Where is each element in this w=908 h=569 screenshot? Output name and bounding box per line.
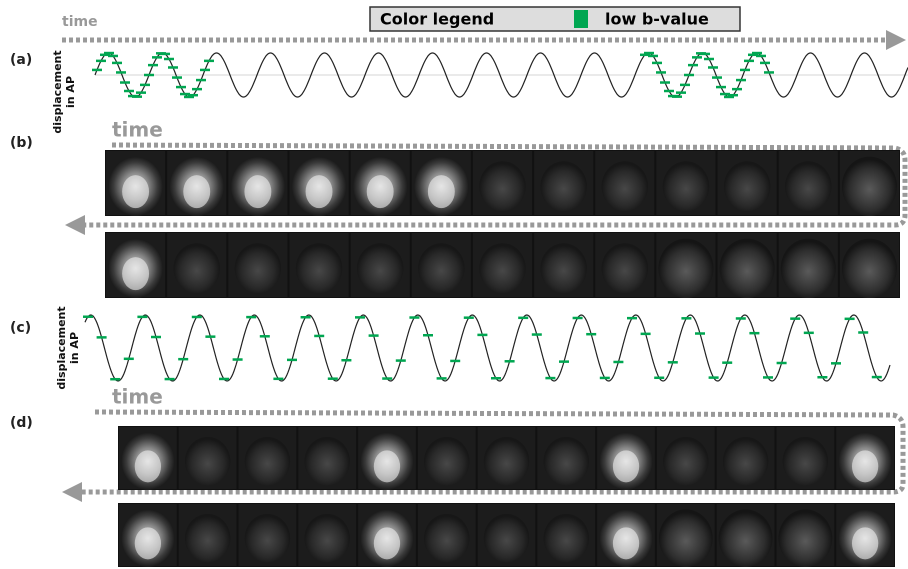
y-label-line: in AP: [68, 332, 81, 364]
motion-curve: [85, 315, 890, 381]
anatomy: [135, 450, 161, 482]
anatomy: [374, 450, 400, 482]
y-label: displacement in AP: [51, 50, 77, 133]
anatomy: [540, 243, 586, 293]
anatomy: [484, 437, 529, 486]
y-label-line: displacement: [51, 50, 64, 133]
anatomy: [235, 243, 281, 293]
anatomy: [183, 175, 210, 208]
anatomy: [720, 239, 775, 298]
anatomy: [135, 527, 161, 559]
anatomy: [244, 175, 271, 208]
anatomy: [613, 527, 639, 559]
anatomy: [852, 450, 878, 482]
anatomy: [540, 161, 586, 211]
anatomy: [781, 239, 836, 298]
anatomy: [173, 243, 219, 293]
anatomy: [842, 157, 897, 216]
anatomy: [296, 243, 342, 293]
time-label: time: [62, 14, 98, 30]
anatomy: [785, 161, 831, 211]
anatomy: [724, 161, 770, 211]
anatomy: [367, 175, 394, 208]
anatomy: [663, 161, 709, 211]
anatomy: [357, 243, 403, 293]
anatomy: [602, 243, 648, 293]
anatomy: [658, 239, 713, 298]
anatomy: [484, 514, 529, 563]
panel-label: (d): [10, 415, 33, 431]
anatomy: [245, 514, 290, 563]
anatomy: [122, 175, 149, 208]
y-label-line: in AP: [64, 76, 77, 108]
anatomy: [723, 437, 768, 486]
anatomy: [613, 450, 639, 482]
anatomy: [479, 243, 525, 293]
panel-label: (c): [10, 320, 31, 336]
anatomy: [185, 514, 230, 563]
anatomy: [842, 239, 897, 298]
figure: Color legend low b-value (a) (b) (c) (d)…: [0, 0, 908, 569]
anatomy: [374, 527, 400, 559]
anatomy: [245, 437, 290, 486]
anatomy: [428, 175, 455, 208]
anatomy: [602, 161, 648, 211]
anatomy: [852, 527, 878, 559]
panel-label: (a): [10, 52, 32, 68]
anatomy: [306, 175, 333, 208]
anatomy: [783, 437, 828, 486]
anatomy: [544, 437, 589, 486]
anatomy: [304, 514, 349, 563]
anatomy: [719, 509, 773, 567]
legend-swatch: [574, 10, 588, 28]
anatomy: [424, 514, 469, 563]
legend-title: Color legend: [380, 10, 494, 29]
y-label-line: displacement: [55, 306, 68, 389]
anatomy: [778, 509, 832, 567]
layout: [62, 40, 908, 567]
panel-label: (b): [10, 135, 33, 151]
time-label: time: [112, 118, 163, 142]
anatomy: [185, 437, 230, 486]
y-label: displacement in AP: [55, 306, 81, 389]
anatomy: [304, 437, 349, 486]
anatomy: [418, 243, 464, 293]
anatomy: [479, 161, 525, 211]
anatomy: [424, 437, 469, 486]
anatomy: [663, 437, 708, 486]
anatomy: [122, 257, 149, 290]
anatomy: [544, 514, 589, 563]
legend-item: low b-value: [605, 10, 709, 29]
anatomy: [659, 509, 713, 567]
time-label: time: [112, 385, 163, 409]
